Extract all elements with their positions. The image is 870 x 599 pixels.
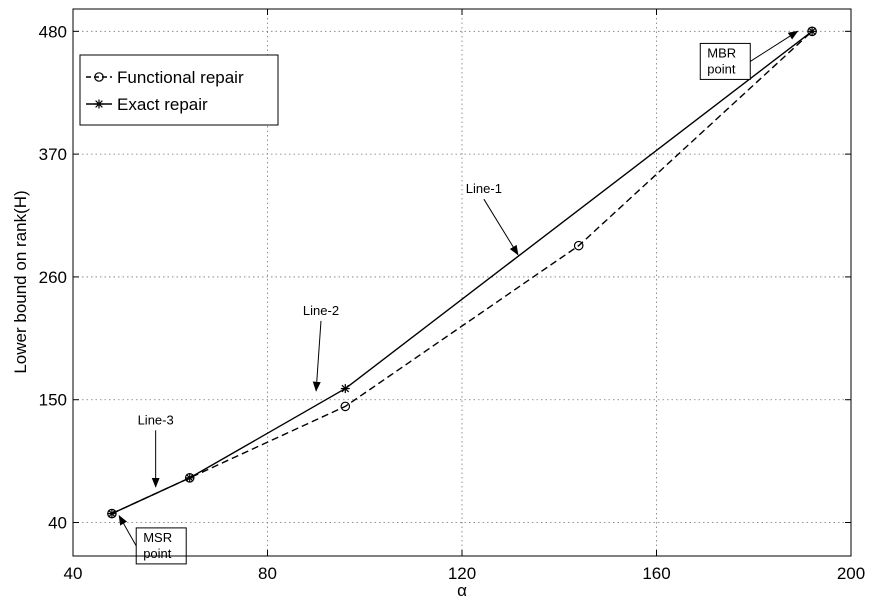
- star-stroke: [341, 384, 350, 393]
- star-marker: [807, 26, 817, 36]
- ticks-layer: 40 80 120 160 200 40 150 260 370 480: [39, 9, 865, 583]
- legend: Functional repair Exact repair: [79, 54, 279, 126]
- x-tick-label: 40: [64, 564, 83, 583]
- legend-entry: Exact repair: [86, 95, 208, 114]
- x-tick-label: 80: [258, 564, 277, 583]
- legend-box: [79, 54, 279, 126]
- annotation-arrow: [312, 320, 322, 392]
- label-arrow: [118, 514, 137, 547]
- circle-marker: [340, 401, 351, 412]
- label-arrow: [749, 30, 799, 62]
- star-marker: [185, 473, 195, 483]
- legend-label: Functional repair: [117, 68, 244, 87]
- y-tick-label: 480: [39, 22, 67, 41]
- series-line: [111, 30, 813, 515]
- y-tick-label: 260: [39, 268, 67, 287]
- legend-label: Exact repair: [117, 95, 208, 114]
- star-stroke: [108, 509, 116, 518]
- annotation-line-3: Line-3: [138, 412, 174, 488]
- annotation-label: Line-1: [466, 181, 502, 196]
- annotation-label: Line-2: [303, 303, 339, 318]
- annotation-label: Line-3: [138, 412, 174, 427]
- y-tick-label: 370: [39, 145, 67, 164]
- series-layer: [107, 26, 817, 519]
- x-axis-label: α: [457, 581, 467, 599]
- star-marker: [340, 384, 350, 394]
- legend-entry: Functional repair: [86, 68, 244, 87]
- label-box: [135, 527, 187, 565]
- label-box: [699, 42, 751, 80]
- label-line: MBR: [707, 45, 736, 60]
- circle-marker: [573, 240, 584, 251]
- label-line: MSR: [143, 530, 172, 545]
- annotation-line-1: Line-1: [466, 181, 519, 256]
- x-tick-label: 160: [642, 564, 670, 583]
- star-stroke: [95, 100, 103, 108]
- annotation-line-2: Line-2: [303, 303, 339, 392]
- star-marker: [107, 509, 117, 519]
- star-stroke: [808, 27, 816, 36]
- annotation-arrow: [483, 198, 519, 256]
- label-line: point: [707, 61, 736, 76]
- y-tick-label: 150: [39, 391, 67, 410]
- circle-marker: [94, 72, 104, 82]
- star-marker: [94, 99, 104, 109]
- series-exact-repair: [107, 26, 817, 519]
- label-line: point: [143, 546, 172, 561]
- x-tick-label: 200: [837, 564, 865, 583]
- star-stroke: [185, 474, 194, 482]
- x-tick-label: 120: [448, 564, 476, 583]
- y-tick-label: 40: [48, 514, 67, 533]
- y-axis-label: Lower bound on rank(H): [11, 190, 30, 373]
